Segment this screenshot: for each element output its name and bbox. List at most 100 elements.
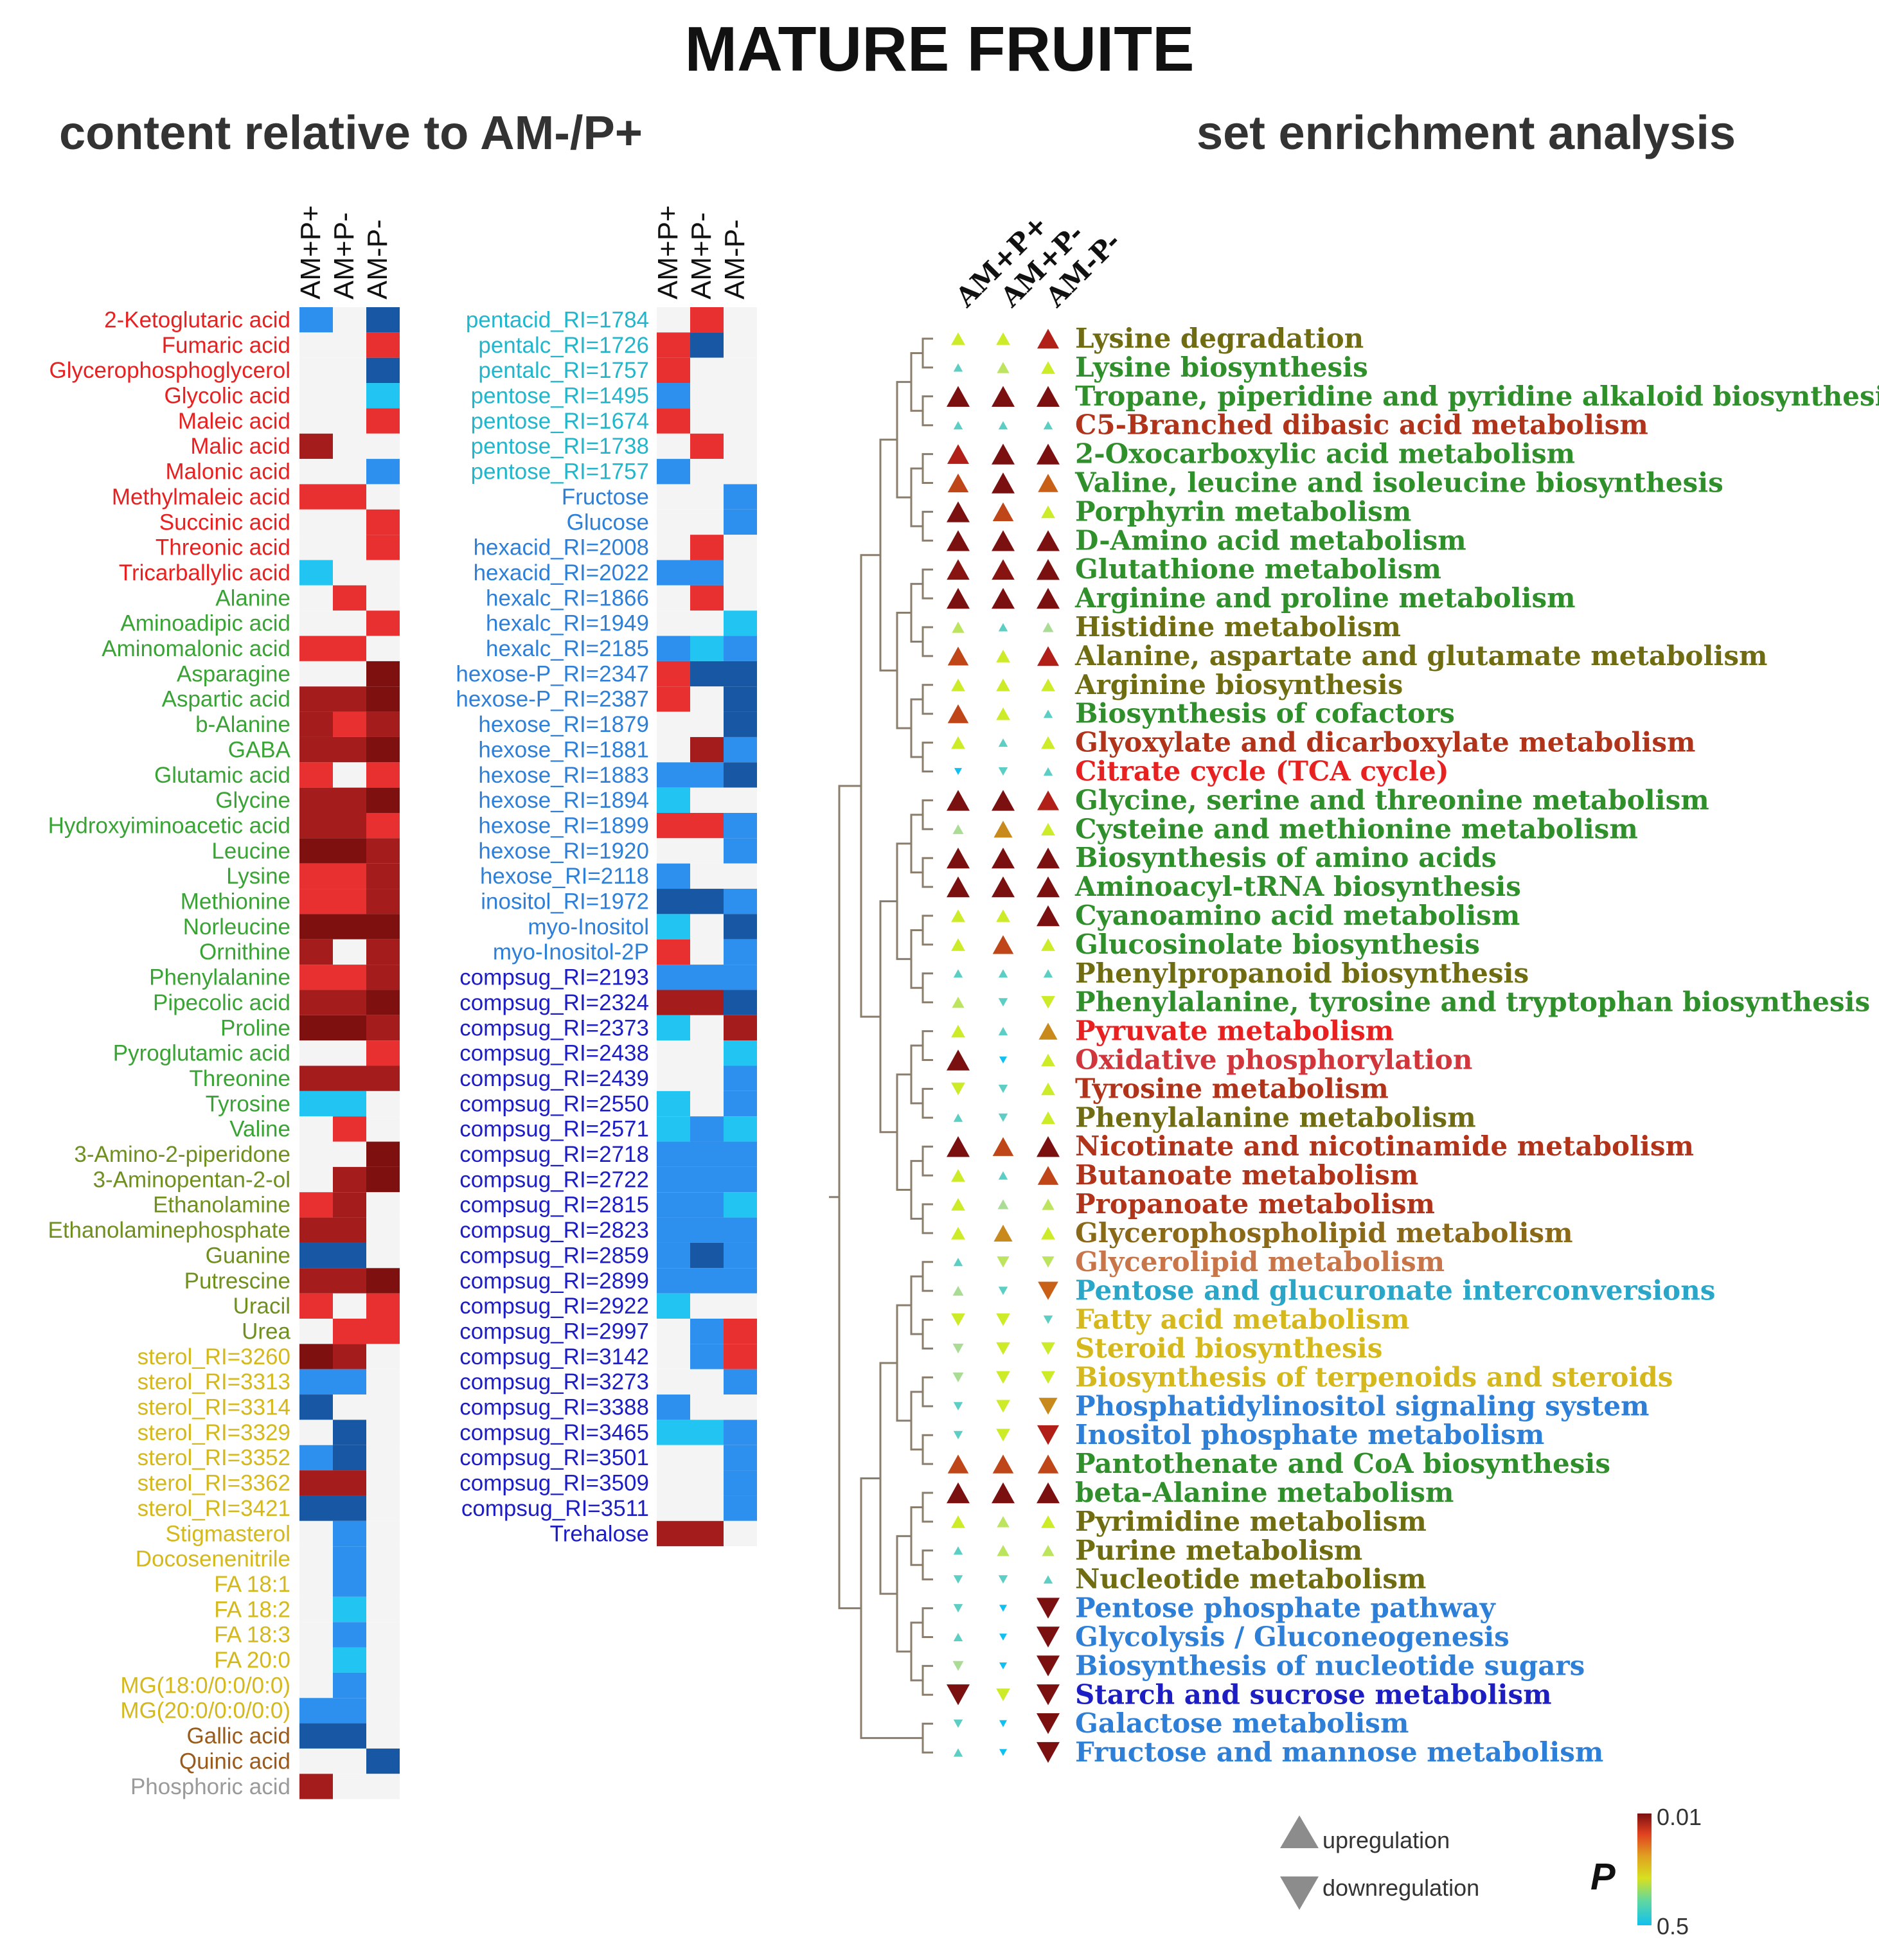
heatmap-cell	[299, 1217, 333, 1243]
heatmap-cell	[690, 459, 724, 485]
heatmap-cell	[299, 433, 333, 459]
pathway-label: Citrate cycle (TCA cycle)	[1075, 756, 1449, 787]
pathway-label: Starch and sucrose metabolism	[1075, 1679, 1552, 1710]
up-triangle-marker	[947, 559, 970, 580]
row-label: compsug_RI=2899	[459, 1269, 649, 1294]
heatmap-cell	[333, 560, 366, 585]
heatmap-cell	[299, 1647, 333, 1673]
heatmap-metabolites: AM+P+ AM+P- AM-P- 2-Ketoglutaric acidFumari…	[48, 205, 400, 1799]
row-label: Ethanolaminephosphate	[48, 1218, 290, 1243]
row-label: Pipecolic acid	[153, 990, 290, 1015]
heatmap-cell	[333, 509, 366, 535]
heatmap-cell	[657, 1520, 690, 1547]
heatmap-cell	[690, 711, 724, 737]
heatmap-cell	[724, 332, 757, 358]
down-triangle-marker	[998, 998, 1008, 1007]
down-triangle-marker	[952, 1661, 964, 1671]
up-triangle-marker	[1037, 386, 1060, 407]
dendrogram-branch	[910, 1621, 923, 1682]
up-triangle-marker	[992, 502, 1014, 522]
heatmap-cell	[366, 1723, 400, 1749]
pathway-label: Nucleotide metabolism	[1075, 1564, 1426, 1595]
row-label: pentalc_RI=1726	[478, 333, 649, 358]
heatmap-cell	[333, 1748, 366, 1774]
up-triangle-marker	[1037, 876, 1060, 898]
heatmap-cell	[333, 1596, 366, 1623]
heatmap-cell	[299, 1774, 333, 1799]
heatmap-cell	[366, 1091, 400, 1117]
heatmap-cell	[366, 889, 400, 914]
row-label: hexalc_RI=1949	[486, 611, 649, 636]
legend-down-label: downregulation	[1322, 1875, 1479, 1901]
heatmap-cell	[366, 1116, 400, 1142]
heatmap-cell	[333, 1015, 366, 1041]
heatmap-cell	[690, 1192, 724, 1218]
heatmap-cell	[657, 939, 690, 965]
heatmap-cell	[299, 1723, 333, 1749]
column-label: AM-P-	[719, 219, 751, 299]
row-label: compsug_RI=2439	[459, 1066, 649, 1091]
heatmap-cell	[366, 610, 400, 636]
row-label: compsug_RI=3501	[459, 1445, 649, 1470]
down-triangle-marker	[952, 1343, 964, 1354]
up-triangle-marker	[952, 996, 965, 1008]
heatmap-cell	[366, 863, 400, 889]
pathway-label: Phosphatidylinositol signaling system	[1075, 1390, 1649, 1421]
up-triangle-marker	[953, 1632, 963, 1642]
heatmap-cell	[690, 1091, 724, 1117]
row-label: Pyroglutamic acid	[113, 1041, 290, 1066]
dendrogram-branch	[879, 438, 897, 672]
up-triangle-marker	[1041, 678, 1055, 691]
heatmap-cell	[299, 484, 333, 510]
heatmap-cell	[724, 560, 757, 585]
row-label: compsug_RI=2997	[459, 1319, 649, 1344]
heatmap-cell	[724, 610, 757, 636]
heatmap-cell	[333, 787, 366, 813]
up-triangle-marker	[947, 530, 970, 551]
heatmap-cell	[366, 585, 400, 611]
up-triangle-marker	[1041, 505, 1055, 519]
colorbar-max-label: 0.01	[1657, 1804, 1702, 1830]
dendrogram-branch	[922, 857, 933, 888]
heatmap-cell	[366, 1166, 400, 1193]
heatmap-cell	[724, 990, 757, 1015]
dendrogram-branch	[879, 900, 897, 1134]
row-label: Docosenenitrile	[136, 1547, 290, 1572]
pathway-label: Cysteine and methionine metabolism	[1075, 813, 1638, 844]
row-label: Maleic acid	[178, 409, 290, 434]
pathway-label: Cyanoamino acid metabolism	[1075, 900, 1520, 931]
heatmap-cell	[657, 610, 690, 636]
heatmap-cell	[690, 1420, 724, 1445]
heatmap-cell	[366, 1546, 400, 1572]
heatmap-cell	[724, 1065, 757, 1091]
up-triangle-marker	[1043, 767, 1053, 776]
pathway-label: Arginine and proline metabolism	[1074, 582, 1576, 614]
heatmap-cell	[657, 990, 690, 1015]
down-triangle-marker	[1038, 1281, 1058, 1300]
heatmap-cell	[657, 838, 690, 864]
heatmap-cell	[724, 307, 757, 333]
pathway-label: C5-Branched dibasic acid metabolism	[1075, 409, 1648, 441]
pathway-label: Tyrosine metabolism	[1075, 1073, 1389, 1104]
dendrogram-branch	[910, 929, 923, 989]
row-label: compsug_RI=3142	[459, 1344, 649, 1369]
row-label: Norleucine	[183, 914, 290, 940]
up-triangle-marker	[952, 621, 965, 633]
legend: upregulation downregulation P 0.01 0.5	[1280, 1804, 1702, 1939]
dendrogram-branch	[922, 1434, 933, 1465]
heatmap-cell	[657, 661, 690, 687]
dendrogram-branch	[896, 842, 911, 960]
heatmap-cell	[724, 1495, 757, 1521]
heatmap-cell	[299, 535, 333, 560]
dendrogram-branch	[922, 395, 933, 427]
row-label: Proline	[220, 1015, 290, 1040]
downregulation-triangle-icon	[1280, 1876, 1319, 1910]
heatmap-cell	[657, 1344, 690, 1369]
up-triangle-marker	[992, 1137, 1014, 1156]
row-label: MG(18:0/0:0/0:0)	[120, 1673, 290, 1698]
heatmap-cell	[366, 1647, 400, 1673]
heatmap-cell	[333, 1495, 366, 1521]
heatmap-cell	[724, 965, 757, 990]
heatmap-cell	[690, 1470, 724, 1496]
heatmap-cell	[657, 509, 690, 535]
